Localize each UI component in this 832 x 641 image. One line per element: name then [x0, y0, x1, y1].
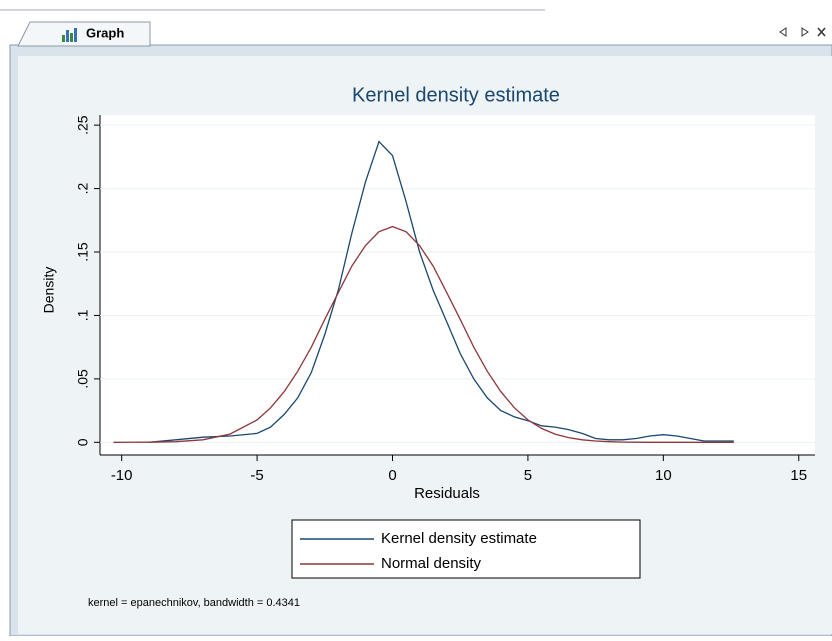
x-tick-label: 15	[790, 467, 807, 484]
y-axis-title: Density	[41, 267, 57, 314]
close-button[interactable]	[817, 27, 826, 37]
x-tick-label: -10	[111, 467, 133, 484]
y-tick-label: .25	[75, 115, 91, 135]
x-axis-title: Residuals	[414, 485, 480, 502]
legend-label: Normal density	[381, 555, 482, 572]
y-tick-label: .2	[75, 183, 91, 195]
tab-label[interactable]: Graph	[86, 25, 124, 40]
legend	[291, 519, 641, 579]
graph-tab[interactable]	[17, 21, 151, 47]
plot-region	[100, 115, 815, 455]
x-tick-label: 5	[524, 467, 532, 484]
y-tick-label: .1	[75, 309, 91, 321]
x-tick-label: -5	[250, 467, 263, 484]
x-tick-label: 0	[388, 467, 396, 484]
prev-button[interactable]	[779, 27, 787, 37]
density-line	[113, 225, 734, 443]
y-tick-label: .05	[75, 369, 91, 389]
note: kernel = epanechnikov, bandwidth = 0.434…	[88, 597, 300, 609]
y-tick-label: .15	[75, 242, 91, 262]
y-tick-label: 0	[75, 438, 91, 446]
legend-label: Kernel density estimate	[381, 530, 537, 547]
next-button[interactable]	[801, 27, 809, 37]
density-line	[148, 140, 734, 443]
chart-title: Kernel density estimate	[352, 84, 560, 106]
x-tick-label: 10	[655, 467, 672, 484]
tab-icon	[62, 28, 77, 42]
